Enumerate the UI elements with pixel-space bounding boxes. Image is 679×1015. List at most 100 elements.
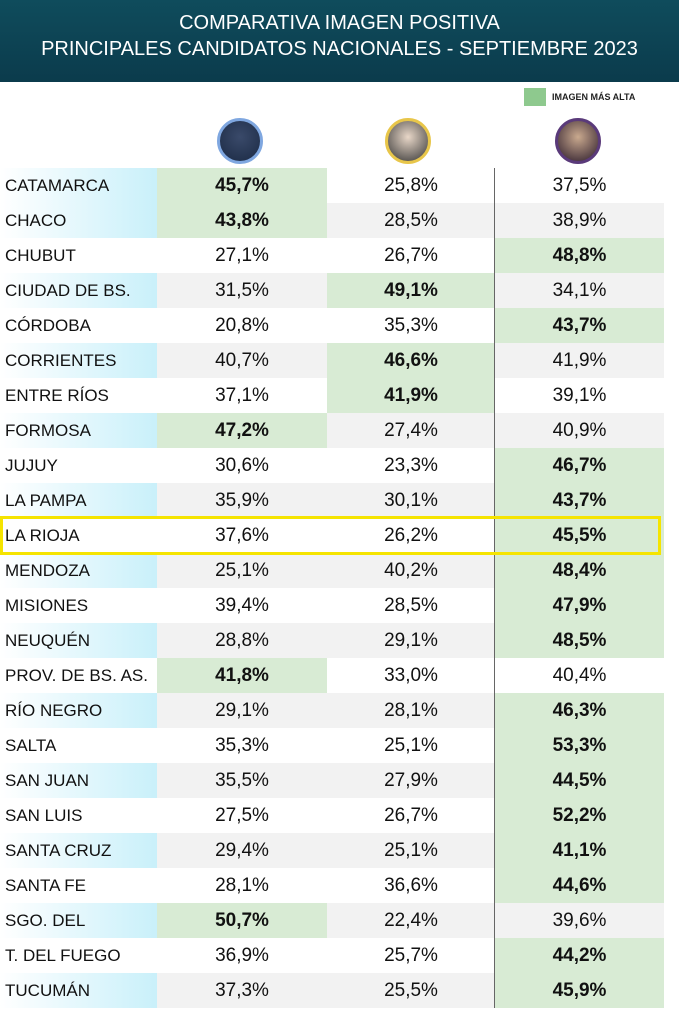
percentage-cell: 29,4% (157, 833, 327, 868)
province-name: CÓRDOBA (0, 308, 157, 343)
province-name: T. DEL FUEGO (0, 938, 157, 973)
table-row: T. DEL FUEGO 36,9% 25,7% 44,2% (0, 938, 664, 973)
province-name: JUJUY (0, 448, 157, 483)
percentage-cell: 52,2% (495, 798, 664, 833)
percentage-cell: 20,8% (157, 308, 327, 343)
table-row: CORRIENTES 40,7% 46,6% 41,9% (0, 343, 664, 378)
percentage-cell: 36,6% (327, 868, 495, 903)
table-row: TUCUMÁN 37,3% 25,5% 45,9% (0, 973, 664, 1008)
percentage-cell: 27,5% (157, 798, 327, 833)
column-divider (494, 168, 495, 1008)
percentage-cell: 37,1% (157, 378, 327, 413)
percentage-cell: 37,5% (495, 168, 664, 203)
percentage-cell: 45,7% (157, 168, 327, 203)
province-name: TUCUMÁN (0, 973, 157, 1008)
legend: IMAGEN MÁS ALTA (524, 88, 635, 106)
province-name: MENDOZA (0, 553, 157, 588)
table-row: SANTA FE 28,1% 36,6% 44,6% (0, 868, 664, 903)
percentage-cell: 33,0% (327, 658, 495, 693)
percentage-cell: 49,1% (327, 273, 495, 308)
province-name: FORMOSA (0, 413, 157, 448)
table-row: SAN JUAN 35,5% 27,9% 44,5% (0, 763, 664, 798)
percentage-cell: 41,9% (327, 378, 495, 413)
percentage-cell: 31,5% (157, 273, 327, 308)
percentage-cell: 25,5% (327, 973, 495, 1008)
percentage-cell: 25,8% (327, 168, 495, 203)
province-name: SGO. DEL ESTERO (0, 903, 157, 965)
title: COMPARATIVA IMAGEN POSITIVA (179, 12, 500, 34)
percentage-cell: 27,4% (327, 413, 495, 448)
percentage-cell: 25,1% (157, 553, 327, 588)
percentage-cell: 48,5% (495, 623, 664, 658)
province-name: CHUBUT (0, 238, 157, 273)
table-row: ENTRE RÍOS 37,1% 41,9% 39,1% (0, 378, 664, 413)
percentage-cell: 39,1% (495, 378, 664, 413)
province-name: SAN JUAN (0, 763, 157, 798)
table-row: LA PAMPA 35,9% 30,1% 43,7% (0, 483, 664, 518)
percentage-cell: 25,1% (327, 833, 495, 868)
percentage-cell: 46,7% (495, 448, 664, 483)
province-name: RÍO NEGRO (0, 693, 157, 728)
percentage-cell: 28,1% (157, 868, 327, 903)
table-row: PROV. DE BS. AS. 41,8% 33,0% 40,4% (0, 658, 664, 693)
percentage-cell: 40,2% (327, 553, 495, 588)
percentage-cell: 43,7% (495, 483, 664, 518)
percentage-cell: 28,1% (327, 693, 495, 728)
table-row: CHUBUT 27,1% 26,7% 48,8% (0, 238, 664, 273)
province-name: LA RIOJA (0, 518, 157, 553)
province-name: SAN LUIS (0, 798, 157, 833)
percentage-cell: 39,4% (157, 588, 327, 623)
candidate-avatar (555, 118, 601, 164)
percentage-cell: 30,1% (327, 483, 495, 518)
percentage-cell: 53,3% (495, 728, 664, 763)
percentage-cell: 46,3% (495, 693, 664, 728)
percentage-cell: 27,1% (157, 238, 327, 273)
table-row: RÍO NEGRO 29,1% 28,1% 46,3% (0, 693, 664, 728)
province-name: PROV. DE BS. AS. (0, 658, 157, 693)
province-name: NEUQUÉN (0, 623, 157, 658)
percentage-cell: 30,6% (157, 448, 327, 483)
province-name: LA PAMPA (0, 483, 157, 518)
table-row: SGO. DEL ESTERO50,7%22,4%39,6% (0, 903, 664, 965)
percentage-cell: 38,9% (495, 203, 664, 238)
province-name: ENTRE RÍOS (0, 378, 157, 413)
table-row: SALTA 35,3% 25,1% 53,3% (0, 728, 664, 763)
percentage-cell: 25,7% (327, 938, 495, 973)
percentage-cell: 26,7% (327, 238, 495, 273)
table-row: MISIONES 39,4% 28,5% 47,9% (0, 588, 664, 623)
table-row: CIUDAD DE BS. AS.31,5%49,1%34,1% (0, 273, 664, 335)
table-row: CATAMARCA 45,7% 25,8% 37,5% (0, 168, 664, 203)
percentage-cell: 41,1% (495, 833, 664, 868)
percentage-cell: 44,2% (495, 938, 664, 973)
percentage-cell: 29,1% (157, 693, 327, 728)
percentage-cell: 45,5% (495, 518, 664, 553)
percentage-cell: 45,9% (495, 973, 664, 1008)
percentage-cell: 50,7% (157, 903, 327, 938)
percentage-cell: 40,7% (157, 343, 327, 378)
table-row: JUJUY 30,6% 23,3% 46,7% (0, 448, 664, 483)
table-row: FORMOSA 47,2% 27,4% 40,9% (0, 413, 664, 448)
table-row: LA RIOJA 37,6% 26,2% 45,5% (0, 518, 664, 553)
province-name: SANTA FE (0, 868, 157, 903)
percentage-cell: 46,6% (327, 343, 495, 378)
table-row: SAN LUIS 27,5% 26,7% 52,2% (0, 798, 664, 833)
percentage-cell: 41,8% (157, 658, 327, 693)
percentage-cell: 28,5% (327, 203, 495, 238)
percentage-cell: 26,7% (327, 798, 495, 833)
province-name: CHACO (0, 203, 157, 238)
percentage-cell: 28,5% (327, 588, 495, 623)
percentage-cell: 43,8% (157, 203, 327, 238)
legend-label: IMAGEN MÁS ALTA (552, 92, 636, 102)
percentage-cell: 48,8% (495, 238, 664, 273)
percentage-cell: 34,1% (495, 273, 664, 308)
row-highlight (0, 516, 661, 555)
header: COMPARATIVA IMAGEN POSITIVA PRINCIPALES … (0, 0, 679, 82)
table-row: CÓRDOBA 20,8% 35,3% 43,7% (0, 308, 664, 343)
percentage-cell: 35,3% (327, 308, 495, 343)
percentage-cell: 28,8% (157, 623, 327, 658)
province-name: MISIONES (0, 588, 157, 623)
percentage-cell: 37,3% (157, 973, 327, 1008)
percentage-cell: 27,9% (327, 763, 495, 798)
percentage-cell: 23,3% (327, 448, 495, 483)
